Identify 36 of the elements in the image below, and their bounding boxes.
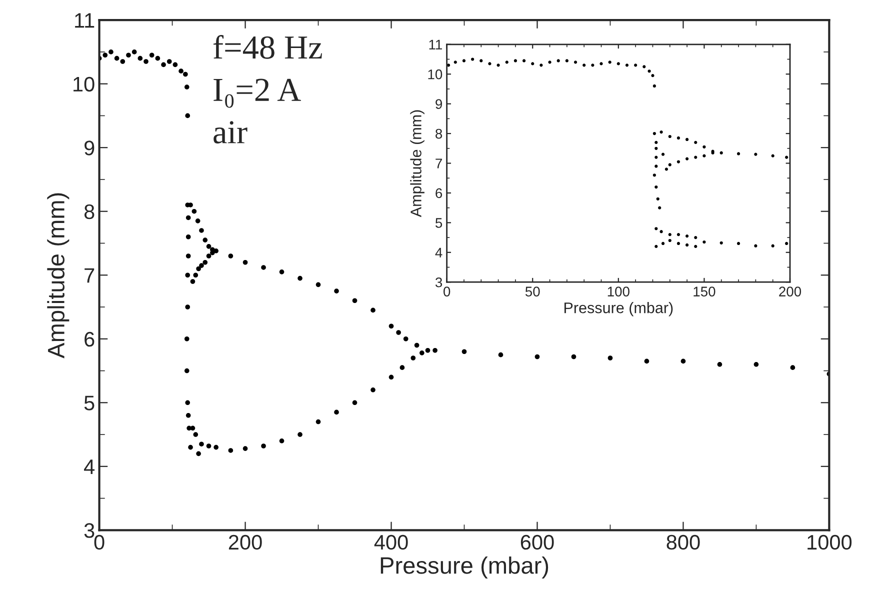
y-tick-label: 5 xyxy=(435,218,442,228)
y-tick-label: 6 xyxy=(436,188,442,198)
x-tick-label: 100 xyxy=(608,286,630,296)
y-tick-label: 3 xyxy=(435,277,442,288)
x-tick-label: 50 xyxy=(525,286,540,296)
y-tick-label: 4 xyxy=(435,248,442,258)
x-tick-label: 600 xyxy=(520,534,554,550)
x-tick-label: 0 xyxy=(444,286,450,296)
x-tick-label: 0 xyxy=(94,534,104,550)
y-tick-label: 10 xyxy=(428,69,442,80)
y-tick-label: 5 xyxy=(84,396,94,410)
x-tick-label: 800 xyxy=(666,534,700,550)
y-tick-label: 3 xyxy=(84,523,94,538)
y-tick-label: 7 xyxy=(436,158,442,168)
annotation: air xyxy=(214,121,248,144)
annotation: f=48 Hz xyxy=(213,35,322,59)
y-tick-label: 11 xyxy=(75,13,94,28)
y-tick-label: 7 xyxy=(84,268,94,283)
y-tick-label: 8 xyxy=(84,204,94,220)
y-tick-label: 4 xyxy=(84,460,95,474)
y-tick-label: 6 xyxy=(84,332,94,347)
y-axis-title: Amplitude (mm) xyxy=(410,110,424,218)
y-tick-label: 10 xyxy=(74,76,94,92)
y-tick-label: 9 xyxy=(84,140,94,156)
x-tick-label: 400 xyxy=(374,534,408,550)
x-axis-title: Pressure (mbar) xyxy=(564,302,673,316)
x-axis-title: Pressure (mbar) xyxy=(380,556,548,579)
y-tick-label: 11 xyxy=(429,40,442,50)
x-tick-label: 150 xyxy=(694,286,716,296)
y-tick-label: 8 xyxy=(436,128,442,139)
annotation: I₀=2 A xyxy=(214,78,301,108)
y-axis-title: Amplitude (mm) xyxy=(47,193,70,358)
x-tick-label: 200 xyxy=(228,534,262,550)
x-tick-label: 200 xyxy=(779,286,802,296)
x-tick-label: 1000 xyxy=(808,534,852,550)
y-tick-label: 9 xyxy=(436,99,442,109)
